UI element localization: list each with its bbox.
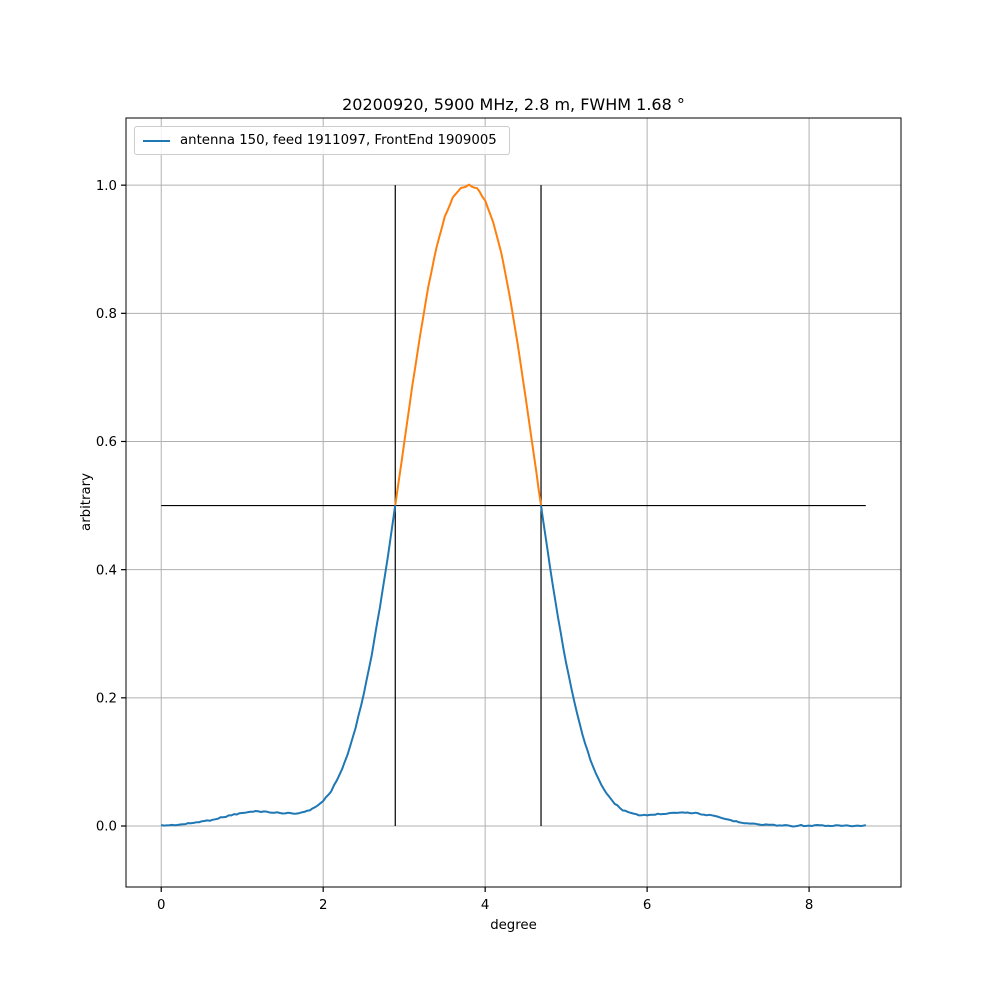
beam-curve-blue-right xyxy=(540,504,867,828)
y-tick-label: 0.4 xyxy=(96,563,117,578)
beam-curve-blue-left xyxy=(160,505,397,827)
y-tick-label: 0.2 xyxy=(96,691,117,706)
y-tick-label: 1.0 xyxy=(96,179,117,194)
plot-border xyxy=(125,117,902,888)
y-tick-label: 0.8 xyxy=(96,307,117,322)
legend-line-sample xyxy=(143,139,170,142)
y-tick-label: 0.6 xyxy=(96,435,117,450)
chart-title: 20200920, 5900 MHz, 2.8 m, FWHM 1.68 ° xyxy=(342,95,685,114)
x-tick-label: 4 xyxy=(481,898,489,913)
y-axis-label: arbitrary xyxy=(79,473,94,531)
x-tick-label: 2 xyxy=(319,898,327,913)
legend: antenna 150, feed 1911097, FrontEnd 1909… xyxy=(134,126,510,155)
x-tick-label: 8 xyxy=(805,898,813,913)
y-tick-label: 0.0 xyxy=(96,820,117,835)
x-axis-label: degree xyxy=(490,918,537,933)
legend-label: antenna 150, feed 1911097, FrontEnd 1909… xyxy=(180,133,497,148)
x-tick-label: 6 xyxy=(643,898,651,913)
x-tick-label: 0 xyxy=(157,898,165,913)
beam-curve-orange-highlight xyxy=(394,183,542,506)
